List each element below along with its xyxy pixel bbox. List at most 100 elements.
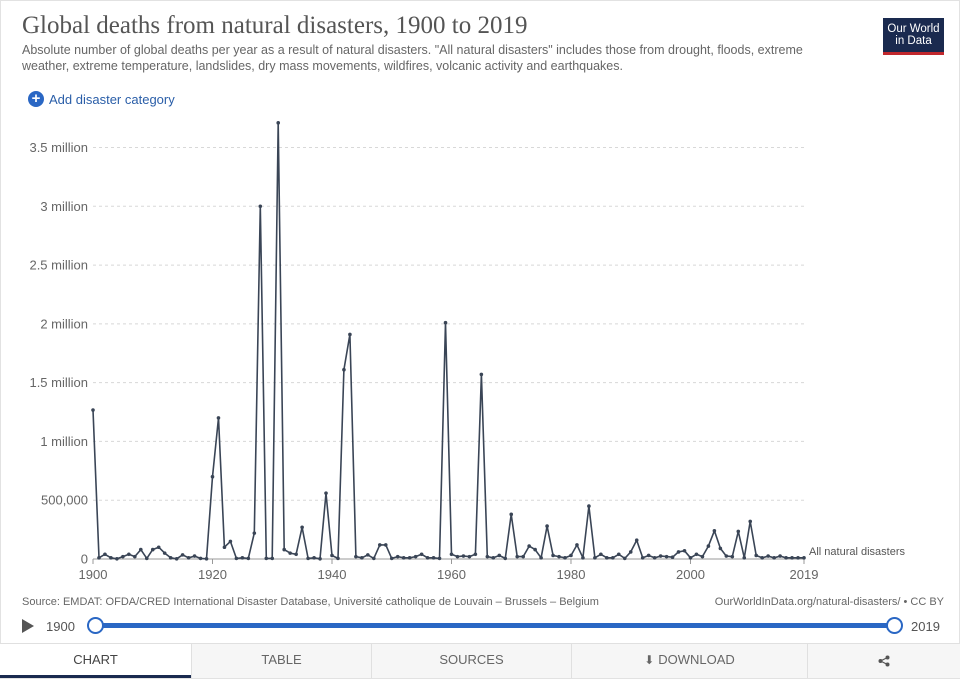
data-point (521, 554, 525, 559)
data-point (240, 556, 245, 560)
data-point (479, 372, 484, 377)
data-point (144, 556, 149, 561)
share-button[interactable] (807, 644, 960, 678)
data-point (557, 554, 561, 559)
data-point (622, 556, 627, 561)
timeline-start-handle[interactable] (87, 617, 104, 634)
data-point (395, 554, 400, 559)
data-point (605, 556, 609, 560)
data-point (593, 556, 597, 560)
tab-download[interactable]: ⬇ DOWNLOAD (571, 644, 807, 678)
data-point (634, 538, 639, 542)
data-point (372, 556, 376, 561)
data-point (425, 556, 430, 560)
data-point (300, 525, 304, 530)
data-point (688, 556, 693, 560)
y-tick-label: 3 million (40, 199, 88, 214)
data-point (150, 547, 155, 552)
download-icon: ⬇ (644, 653, 655, 667)
data-point (318, 556, 322, 561)
data-point (611, 556, 615, 560)
timeline-track[interactable] (95, 623, 895, 628)
tab-sources[interactable]: SOURCES (371, 644, 571, 678)
data-point (115, 556, 119, 561)
data-point (348, 332, 352, 337)
data-point (575, 543, 579, 547)
data-point (437, 556, 442, 561)
y-tick-label: 3.5 million (29, 140, 88, 155)
data-point (121, 554, 125, 559)
data-point (646, 553, 651, 558)
y-tick-label: 2.5 million (29, 258, 88, 273)
data-point (640, 556, 645, 560)
chart-title: Global deaths from natural disasters, 19… (22, 12, 528, 39)
x-tick-label: 1920 (198, 567, 227, 582)
data-point (449, 552, 454, 557)
data-point (413, 554, 418, 559)
data-point (754, 553, 759, 558)
data-point (97, 556, 101, 560)
owid-logo[interactable]: Our World in Data (883, 18, 944, 55)
data-point (377, 543, 382, 547)
play-icon[interactable] (22, 619, 34, 633)
data-point (694, 552, 699, 557)
data-point (366, 553, 370, 557)
data-point (736, 529, 741, 534)
data-point (539, 556, 543, 560)
data-point (718, 546, 723, 551)
plus-circle-icon: + (28, 91, 44, 107)
data-point (569, 553, 573, 558)
data-point (228, 539, 233, 544)
tab-chart[interactable]: CHART (0, 644, 191, 678)
timeline-end-handle[interactable] (886, 617, 903, 634)
data-point (127, 552, 131, 557)
data-point (706, 544, 711, 548)
data-point (802, 556, 806, 560)
data-point (628, 550, 633, 554)
tab-table[interactable]: TABLE (191, 644, 371, 678)
data-point (401, 556, 406, 560)
data-point (216, 416, 221, 420)
data-point (186, 556, 191, 560)
data-point (210, 474, 215, 479)
data-point (581, 556, 585, 560)
data-point (473, 552, 478, 557)
data-point (527, 544, 531, 548)
x-tick-label: 1940 (318, 567, 347, 582)
data-point (443, 320, 448, 325)
logo-line-2: in Data (895, 35, 932, 47)
y-tick-label: 2 million (40, 316, 88, 331)
data-point (712, 528, 717, 533)
add-disaster-category-button[interactable]: + Add disaster category (28, 91, 175, 107)
data-point (342, 367, 346, 372)
data-point (162, 551, 167, 555)
timeline-start-label: 1900 (46, 619, 75, 634)
data-point (616, 552, 621, 557)
y-tick-label: 1 million (40, 434, 88, 449)
y-tick-label: 500,000 (41, 493, 88, 508)
data-point (676, 550, 681, 554)
data-point (282, 547, 286, 552)
x-tick-label: 2000 (676, 567, 705, 582)
add-disaster-category-label: Add disaster category (49, 91, 175, 107)
data-point (796, 556, 800, 560)
data-point (545, 524, 549, 528)
data-point (168, 556, 173, 560)
data-point (288, 551, 292, 555)
data-point (222, 545, 227, 550)
share-icon (878, 655, 890, 667)
data-point (509, 512, 514, 517)
license-link[interactable]: OurWorldInData.org/natural-disasters/ • … (714, 596, 944, 608)
x-tick-label: 1900 (79, 567, 108, 582)
data-point (551, 553, 555, 558)
data-point (682, 548, 687, 553)
data-point (497, 553, 502, 558)
data-point (270, 556, 275, 561)
data-point (91, 408, 95, 412)
series-label: All natural disasters (809, 546, 905, 558)
data-point (772, 556, 776, 560)
line-chart: 0 500,000 1 million 1.5 million 2 million 2.5… (29, 121, 905, 582)
data-point (652, 556, 657, 560)
data-point (461, 554, 466, 558)
data-point (766, 554, 770, 558)
